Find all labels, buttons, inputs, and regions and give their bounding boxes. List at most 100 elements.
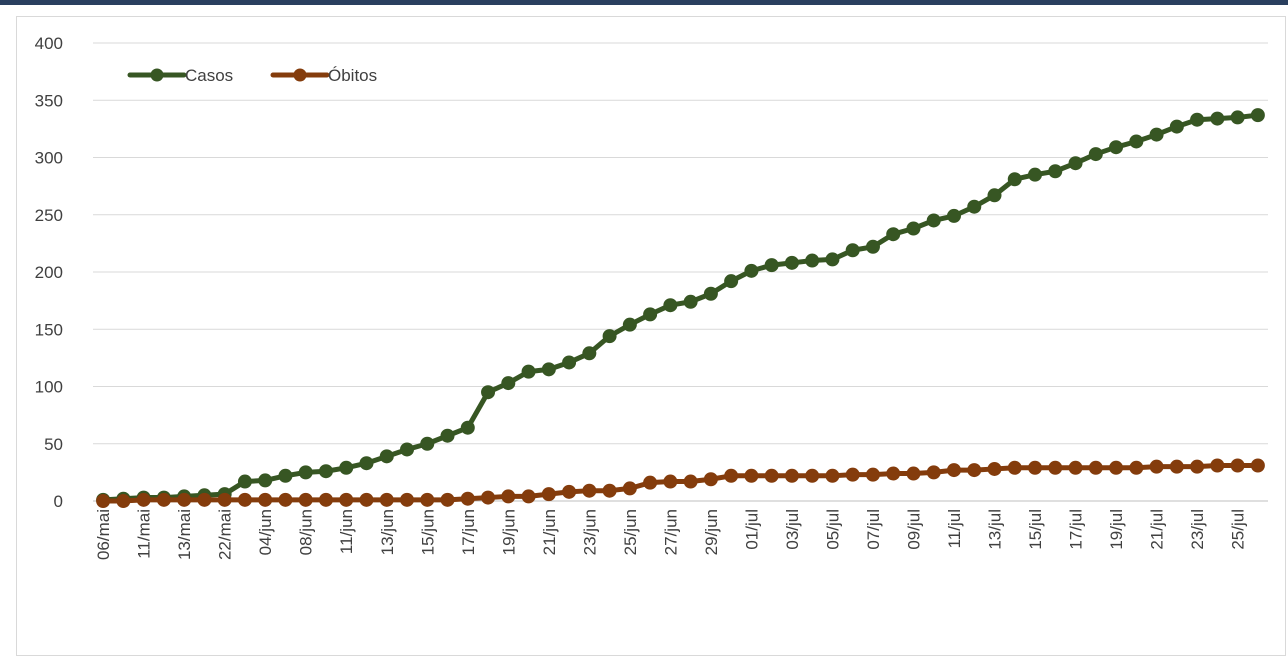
obitos-point <box>379 492 394 507</box>
x-tick-label: 11/jun <box>337 509 356 554</box>
casos-point <box>1028 167 1043 182</box>
casos-point <box>1149 127 1164 142</box>
obitos-point <box>825 468 840 483</box>
obitos-point <box>177 492 192 507</box>
x-tick-label: 05/jul <box>823 509 842 550</box>
obitos-point <box>156 492 171 507</box>
casos-point <box>946 208 961 223</box>
legend-obitos-marker <box>293 68 307 82</box>
obitos-point <box>521 489 536 504</box>
x-tick-label: 17/jun <box>459 509 478 555</box>
casos-point <box>541 362 556 377</box>
casos-point <box>602 329 617 344</box>
x-tick-label: 04/jun <box>256 509 275 555</box>
x-tick-label: 01/jul <box>742 509 761 550</box>
casos-point <box>805 253 820 268</box>
obitos-point <box>967 463 982 478</box>
legend: Casos Óbitos <box>127 66 377 85</box>
obitos-point <box>1190 459 1205 474</box>
obitos-point <box>1109 460 1124 475</box>
casos-point <box>1210 111 1225 126</box>
casos-point <box>339 460 354 475</box>
casos-point <box>562 355 577 370</box>
obitos-point <box>217 492 232 507</box>
x-axis: 06/mai 11/mai 13/mai 22/mai 04/jun 08/jun 11/j… <box>93 500 1268 560</box>
legend-obitos-label: Óbitos <box>328 66 377 85</box>
y-tick-label: 400 <box>35 34 63 53</box>
obitos-point <box>643 475 658 490</box>
y-tick-label: 250 <box>35 206 63 225</box>
x-tick-label: 03/jul <box>783 509 802 550</box>
casos-point <box>1129 134 1144 149</box>
casos-point <box>1230 110 1245 125</box>
obitos-point <box>906 466 921 481</box>
casos-point <box>724 274 739 289</box>
obitos-point <box>278 492 293 507</box>
obitos-point <box>298 492 313 507</box>
obitos-point <box>784 468 799 483</box>
obitos-point <box>501 489 516 504</box>
casos-point <box>1007 172 1022 187</box>
casos-point <box>1250 108 1265 123</box>
obitos-point <box>845 467 860 482</box>
obitos-point <box>197 492 212 507</box>
series-line-casos <box>100 112 1261 503</box>
x-tick-label: 23/jun <box>580 509 599 555</box>
obitos-point <box>926 465 941 480</box>
legend-casos-marker <box>150 68 164 82</box>
y-axis: 0 50 100 150 200 250 300 350 400 <box>35 34 63 511</box>
casos-point <box>440 428 455 443</box>
series-line-obitos <box>100 463 1261 504</box>
casos-point <box>987 188 1002 203</box>
y-tick-label: 0 <box>54 492 63 511</box>
x-tick-label: 15/jul <box>1026 509 1045 550</box>
casos-point <box>967 199 982 214</box>
y-tick-label: 100 <box>35 378 63 397</box>
obitos-point <box>258 492 273 507</box>
x-tick-label: 13/mai <box>175 509 194 560</box>
casos-point <box>318 464 333 479</box>
casos-point <box>278 468 293 483</box>
obitos-point <box>622 481 637 496</box>
casos-point <box>784 255 799 270</box>
x-tick-label: 22/mai <box>216 509 235 560</box>
obitos-point <box>582 483 597 498</box>
casos-point <box>663 298 678 313</box>
obitos-point <box>1230 458 1245 473</box>
casos-point <box>460 420 475 435</box>
casos-point <box>379 449 394 464</box>
casos-point <box>643 307 658 322</box>
casos-point <box>521 364 536 379</box>
x-tick-label: 23/jul <box>1188 509 1207 550</box>
obitos-point <box>1169 459 1184 474</box>
obitos-point <box>1028 460 1043 475</box>
window-top-bar <box>0 0 1288 5</box>
obitos-point <box>663 474 678 489</box>
x-tick-label: 21/jul <box>1148 509 1167 550</box>
legend-casos-label: Casos <box>185 66 233 85</box>
casos-point <box>1169 119 1184 134</box>
x-tick-label: 11/mai <box>135 509 154 559</box>
obitos-point <box>541 487 556 502</box>
obitos-point <box>764 468 779 483</box>
obitos-point <box>460 491 475 506</box>
x-tick-label: 29/jun <box>702 509 721 555</box>
casos-point <box>1048 164 1063 179</box>
obitos-point <box>481 490 496 505</box>
obitos-point <box>744 468 759 483</box>
x-tick-label: 08/jun <box>297 509 316 555</box>
obitos-point <box>886 466 901 481</box>
casos-point <box>359 456 374 471</box>
casos-point <box>622 317 637 332</box>
casos-point <box>703 286 718 301</box>
x-tick-label: 17/jul <box>1067 509 1086 550</box>
obitos-point <box>1088 460 1103 475</box>
x-tick-label: 06/mai <box>94 509 113 560</box>
chart-area: 0 50 100 150 200 250 300 350 400 06/mai 11/mai 13/… <box>16 16 1286 656</box>
obitos-point <box>1007 460 1022 475</box>
x-tick-label: 13/jul <box>986 509 1005 550</box>
obitos-point <box>136 492 151 507</box>
obitos-point <box>724 468 739 483</box>
obitos-point <box>1210 458 1225 473</box>
casos-point <box>1068 156 1083 171</box>
